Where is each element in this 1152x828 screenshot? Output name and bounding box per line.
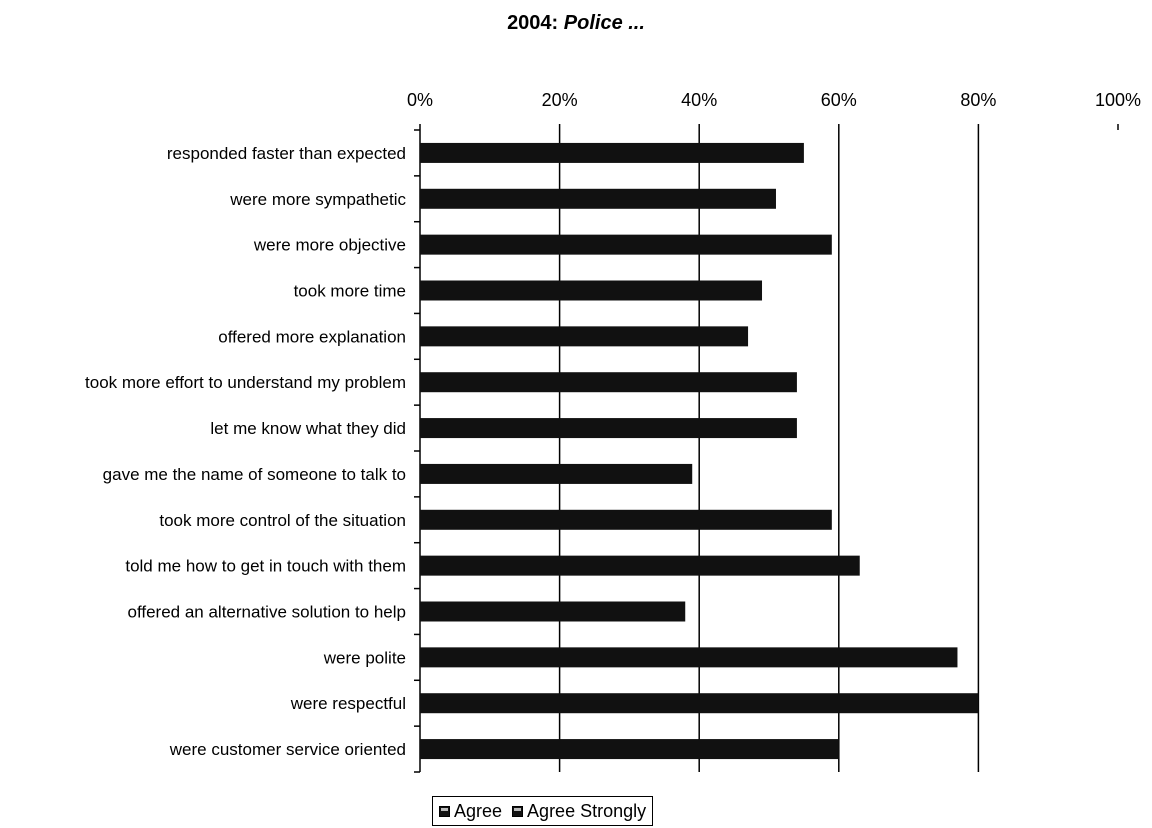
- category-label: took more time: [294, 282, 406, 301]
- legend-swatch-icon: [439, 805, 450, 817]
- bar: [420, 463, 693, 484]
- x-tick-label: 20%: [542, 90, 578, 110]
- legend-label: Agree: [454, 800, 503, 821]
- bar: [420, 142, 804, 163]
- bar: [420, 739, 839, 760]
- category-label: offered an alternative solution to help: [128, 603, 407, 622]
- category-label: were more objective: [253, 236, 406, 255]
- x-tick-label: 0%: [407, 90, 433, 110]
- bar: [420, 647, 958, 668]
- category-label: were respectful: [290, 694, 406, 713]
- legend-item-agree: Agree: [439, 801, 502, 822]
- x-tick-label: 100%: [1095, 90, 1141, 110]
- legend-item-agree-strongly: Agree Strongly: [512, 801, 646, 822]
- bar: [420, 509, 832, 530]
- bar: [420, 418, 797, 439]
- bar: [420, 601, 686, 622]
- category-label: were more sympathetic: [229, 190, 406, 209]
- category-label: gave me the name of someone to talk to: [103, 465, 406, 484]
- bar: [420, 234, 832, 255]
- chart-legend: Agree Agree Strongly: [432, 796, 654, 826]
- category-label: let me know what they did: [210, 419, 406, 438]
- bar: [420, 693, 979, 714]
- chart-title: 2004: Police ...: [0, 12, 1152, 35]
- chart-title-emphasis: Police ...: [563, 12, 645, 34]
- bar: [420, 555, 860, 576]
- category-label: told me how to get in touch with them: [125, 557, 406, 576]
- bar: [420, 280, 763, 301]
- x-tick-label: 80%: [960, 90, 996, 110]
- x-tick-label: 60%: [821, 90, 857, 110]
- chart-title-prefix: 2004:: [507, 12, 559, 34]
- category-label: responded faster than expected: [167, 144, 406, 163]
- bar: [420, 188, 776, 209]
- category-label: took more control of the situation: [159, 511, 406, 530]
- category-label: were polite: [323, 648, 406, 667]
- legend-label: Agree Strongly: [527, 800, 647, 821]
- category-label: offered more explanation: [218, 327, 406, 346]
- bar: [420, 326, 749, 347]
- category-label: took more effort to understand my proble…: [85, 373, 406, 392]
- category-label: were customer service oriented: [169, 740, 406, 759]
- legend-swatch-icon: [512, 805, 524, 817]
- x-tick-label: 40%: [681, 90, 717, 110]
- bar: [420, 372, 797, 393]
